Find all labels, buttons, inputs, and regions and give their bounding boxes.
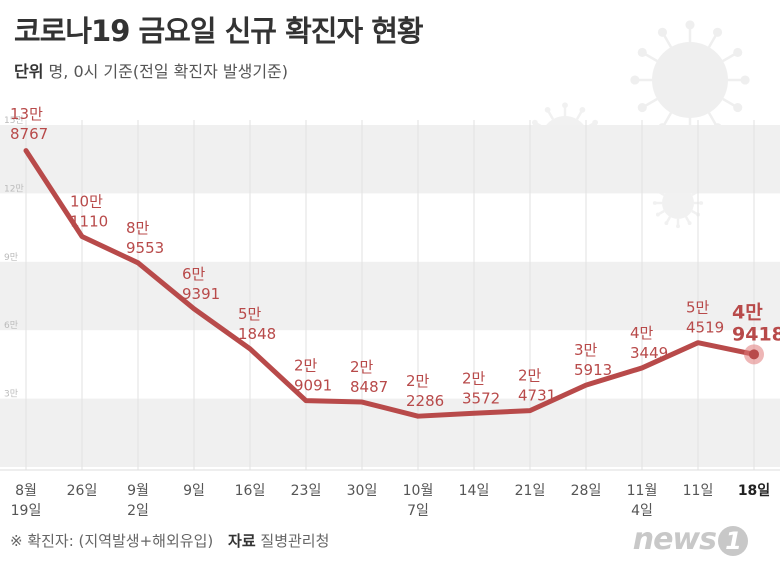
footer-definition: ※ 확진자: (지역발생+해외유입) bbox=[10, 532, 214, 550]
data-label-bottom: 1848 bbox=[238, 325, 276, 343]
x-tick-label: 4일 bbox=[631, 503, 653, 519]
data-label-top: 5만 bbox=[686, 299, 710, 317]
data-label-bottom: 4731 bbox=[518, 387, 556, 405]
data-label-top: 5만 bbox=[238, 305, 262, 323]
data-label-bottom: 8767 bbox=[10, 125, 48, 143]
x-tick-label: 19일 bbox=[11, 503, 42, 519]
data-label-top: 2만 bbox=[518, 367, 542, 385]
y-tick-label: 9만 bbox=[4, 252, 18, 263]
data-label-top: 4만 bbox=[732, 301, 763, 323]
data-label-top: 2만 bbox=[294, 357, 318, 375]
brand-mark: 1 bbox=[718, 526, 748, 556]
unit-text: 명, 0시 기준(전일 확진자 발생기준) bbox=[48, 62, 289, 81]
data-label-bottom: 5913 bbox=[574, 361, 612, 379]
x-tick-label: 2일 bbox=[127, 503, 149, 519]
x-tick-label: 26일 bbox=[67, 483, 98, 499]
data-label-top: 3만 bbox=[574, 341, 598, 359]
footer-note: ※ 확진자: (지역발생+해외유입) 자료 질병관리청 bbox=[10, 530, 329, 551]
data-label-bottom: 3449 bbox=[630, 344, 668, 362]
x-tick-label: 14일 bbox=[459, 483, 490, 499]
last-point-marker bbox=[749, 349, 759, 360]
x-tick-label: 21일 bbox=[515, 483, 546, 499]
data-label-bottom: 9391 bbox=[182, 285, 220, 303]
data-label-top: 10만 bbox=[70, 192, 103, 210]
gridband bbox=[0, 125, 780, 194]
data-label-bottom: 9418 bbox=[732, 323, 780, 345]
data-label-bottom: 1110 bbox=[70, 212, 108, 230]
data-label-bottom: 3572 bbox=[462, 389, 500, 407]
x-tick-label: 10월 bbox=[403, 483, 434, 499]
data-label-bottom: 2286 bbox=[406, 392, 444, 410]
unit-note: 단위 명, 0시 기준(전일 확진자 발생기준) bbox=[14, 58, 288, 82]
x-tick-label: 23일 bbox=[291, 483, 322, 499]
x-tick-label: 30일 bbox=[347, 483, 378, 499]
data-label-top: 2만 bbox=[462, 369, 486, 387]
x-tick-label: 18일 bbox=[738, 483, 770, 499]
x-tick-label: 11월 bbox=[627, 483, 658, 499]
data-label-top: 13만 bbox=[10, 105, 43, 123]
x-tick-label: 7일 bbox=[407, 503, 429, 519]
x-tick-label: 11일 bbox=[683, 483, 714, 499]
data-label-top: 2만 bbox=[350, 358, 374, 376]
source-label: 자료 bbox=[228, 532, 256, 550]
gridband bbox=[0, 261, 780, 331]
brand-name: news bbox=[632, 522, 717, 557]
data-label-bottom: 9553 bbox=[126, 239, 164, 257]
x-tick-label: 9월 bbox=[127, 483, 149, 499]
series-line bbox=[23, 148, 757, 419]
x-tick-label: 16일 bbox=[235, 483, 266, 499]
data-label-top: 8만 bbox=[126, 219, 150, 237]
data-label-top: 4만 bbox=[630, 324, 654, 342]
x-tick-label: 28일 bbox=[571, 483, 602, 499]
y-tick-label: 3만 bbox=[4, 389, 18, 400]
chart-title: 코로나19 금요일 신규 확진자 현황 bbox=[14, 14, 424, 48]
data-label-top: 6만 bbox=[182, 265, 206, 283]
line-chart: 3만 6만 9만 12만 15만 13만 8767 10만 1110 8만 9553 6만 9391 5… bbox=[0, 20, 780, 519]
unit-label: 단위 bbox=[14, 62, 44, 81]
news1-logo: news 1 bbox=[633, 522, 748, 557]
y-tick-label: 15만 bbox=[4, 115, 24, 126]
y-tick-label: 6만 bbox=[4, 320, 18, 331]
data-label-bottom: 4519 bbox=[686, 319, 724, 337]
data-label-top: 2만 bbox=[406, 372, 430, 390]
source-name: 질병관리청 bbox=[260, 532, 330, 550]
x-tick-label: 9일 bbox=[183, 483, 205, 499]
y-tick-label: 12만 bbox=[4, 183, 24, 194]
x-tick-label: 8월 bbox=[15, 483, 37, 499]
virus-decoration-icon bbox=[527, 20, 750, 229]
data-label-bottom: 9091 bbox=[294, 377, 332, 395]
data-label-bottom: 8487 bbox=[350, 378, 388, 396]
